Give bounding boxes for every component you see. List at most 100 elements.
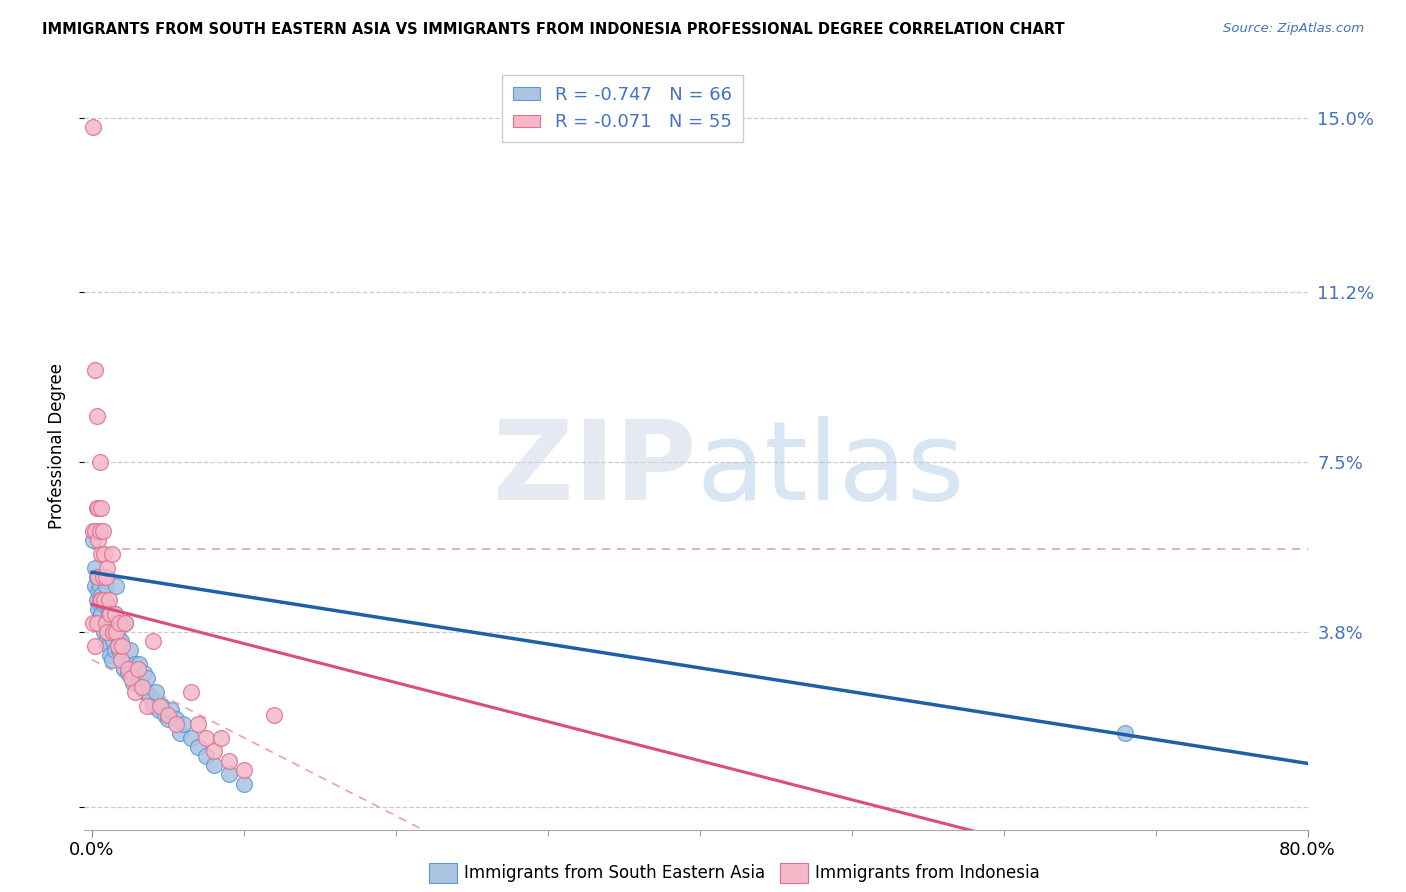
Point (150, 698, 173, 713)
Point (232, 777, 254, 791)
Point (97, 593, 120, 607)
Point (165, 717, 187, 731)
Point (111, 639, 134, 653)
Point (117, 662, 139, 676)
Point (1114, 726, 1136, 740)
Point (89, 611, 111, 625)
Point (94, 579, 117, 593)
Point (89, 579, 111, 593)
Point (194, 749, 217, 764)
Point (194, 731, 217, 745)
Point (91, 570, 114, 584)
Point (127, 662, 149, 676)
Point (121, 666, 143, 681)
Point (87, 570, 110, 584)
Point (132, 666, 155, 681)
Point (86, 593, 108, 607)
Point (121, 671, 143, 685)
Legend: R = -0.747   N = 66, R = -0.071   N = 55: R = -0.747 N = 66, R = -0.071 N = 55 (502, 75, 742, 142)
Point (138, 690, 160, 704)
Point (202, 744, 225, 758)
Point (100, 652, 122, 666)
Point (100, 547, 122, 561)
Point (124, 657, 146, 672)
Point (89, 598, 111, 612)
Point (218, 767, 240, 781)
Point (86, 409, 108, 424)
Point (107, 630, 129, 644)
Point (96, 625, 118, 640)
Point (263, 707, 285, 722)
Point (87, 583, 110, 598)
Point (96, 560, 118, 574)
Point (117, 666, 139, 681)
Point (98, 607, 121, 621)
Point (156, 712, 179, 726)
Point (142, 634, 165, 648)
Point (96, 598, 118, 612)
Point (134, 685, 156, 699)
Point (218, 754, 240, 768)
Point (91, 615, 114, 630)
Point (98, 648, 121, 662)
Point (149, 698, 172, 713)
Point (187, 739, 209, 754)
Point (100, 625, 122, 640)
Text: IMMIGRANTS FROM SOUTH EASTERN ASIA VS IMMIGRANTS FROM INDONESIA PROFESSIONAL DEG: IMMIGRANTS FROM SOUTH EASTERN ASIA VS IM… (42, 22, 1064, 37)
Point (90, 501, 112, 516)
Point (90, 593, 112, 607)
Point (156, 707, 179, 722)
Point (104, 607, 127, 621)
Point (124, 685, 146, 699)
Point (122, 675, 145, 690)
Point (131, 680, 153, 694)
Text: Immigrants from Indonesia: Immigrants from Indonesia (815, 864, 1040, 882)
Point (232, 763, 254, 777)
Point (142, 698, 165, 713)
Text: atlas: atlas (696, 416, 965, 523)
Point (84, 639, 107, 653)
Text: Immigrants from South Eastern Asia: Immigrants from South Eastern Asia (464, 864, 765, 882)
Point (115, 657, 138, 672)
Point (103, 634, 125, 648)
Point (110, 652, 132, 666)
Point (97, 639, 120, 653)
Text: ZIP: ZIP (492, 416, 696, 523)
Y-axis label: Professional Degree: Professional Degree (48, 363, 66, 529)
Point (187, 717, 209, 731)
Point (89, 524, 111, 538)
Point (114, 615, 136, 630)
Point (169, 726, 191, 740)
Point (104, 607, 127, 621)
Point (118, 643, 141, 657)
Point (105, 579, 128, 593)
Point (86, 615, 108, 630)
Point (87, 533, 110, 548)
Point (202, 758, 225, 772)
Point (86, 501, 108, 516)
Point (148, 703, 170, 717)
Point (93, 625, 115, 640)
Point (82, 533, 104, 548)
Point (105, 625, 128, 640)
Point (93, 570, 115, 584)
Point (180, 685, 202, 699)
Point (93, 547, 115, 561)
Point (89, 455, 111, 469)
Point (127, 675, 149, 690)
Point (108, 615, 131, 630)
Point (97, 607, 120, 621)
Point (110, 634, 132, 648)
Point (84, 560, 107, 574)
Point (86, 570, 108, 584)
Point (93, 593, 115, 607)
Point (94, 634, 117, 648)
Point (94, 615, 117, 630)
Point (131, 680, 153, 694)
Point (135, 671, 157, 685)
Point (89, 593, 111, 607)
Point (111, 652, 134, 666)
Point (108, 643, 131, 657)
Point (90, 588, 112, 602)
Point (209, 731, 232, 745)
